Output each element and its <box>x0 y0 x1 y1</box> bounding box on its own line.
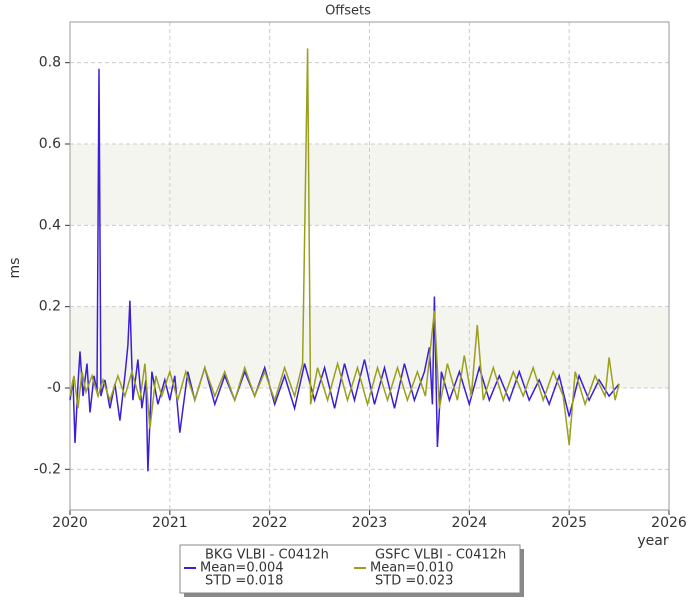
plot-frame <box>69 21 670 511</box>
y-tick-label: 0.2 <box>39 299 61 315</box>
legend-label: GSFC VLBI - C0412h <box>375 548 506 563</box>
legend-label: BKG VLBI - C0412h <box>205 548 329 563</box>
x-axis-label: year <box>637 533 668 549</box>
x-tick-label: 2022 <box>252 515 288 531</box>
legend-stat: Mean=0.010 <box>370 561 454 576</box>
x-tick-label: 2021 <box>152 515 188 531</box>
x-tick-label: 2020 <box>52 515 88 531</box>
legend-stat: STD =0.018 <box>205 574 283 589</box>
legend-stat: Mean=0.004 <box>200 561 284 576</box>
legend-box <box>179 544 521 594</box>
series-line <box>69 48 620 445</box>
legend-stat: STD =0.023 <box>375 574 453 589</box>
x-tick-label: 2024 <box>452 515 488 531</box>
y-tick-label: 0.8 <box>39 55 61 71</box>
y-tick-label: -0 <box>47 380 61 396</box>
y-tick-label: -0.2 <box>34 461 61 477</box>
y-tick-label: 0.4 <box>39 217 61 233</box>
y-axis-label: ms <box>7 258 23 279</box>
y-tick-label: 0.6 <box>39 136 61 152</box>
x-tick-label: 2023 <box>352 515 388 531</box>
x-tick-label: 2026 <box>651 515 687 531</box>
x-tick-label: 2025 <box>551 515 587 531</box>
chart-title: Offsets <box>325 4 371 19</box>
